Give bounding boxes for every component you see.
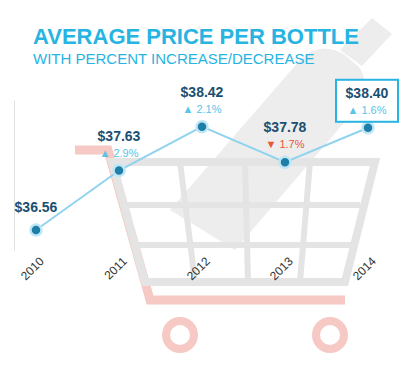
background-art [75, 18, 392, 349]
x-tick-label: 2014 [350, 254, 379, 283]
x-tick-label: 2012 [184, 254, 213, 283]
x-tick-label: 2011 [102, 254, 130, 282]
point [363, 122, 374, 133]
x-axis: 2010 2011 2012 2013 2014 [18, 250, 379, 283]
value-label: $36.56 [15, 199, 58, 215]
percent-change-label: ▼ 1.7% [265, 138, 304, 150]
cart-wire [135, 242, 352, 248]
x-tick: 2011 [102, 250, 130, 282]
value-label: $37.78 [264, 119, 307, 135]
data-labels: $36.56 $37.63 ▲ 2.9% $38.42 ▲ 2.1% $37.78 ▼ 1.… [15, 80, 398, 215]
percent-change-label: ▲ 2.9% [99, 147, 138, 159]
x-tick: 2014 [350, 250, 379, 283]
highlight-box [336, 80, 398, 122]
cart-basket [112, 162, 375, 282]
x-tick-label: 2010 [18, 254, 47, 283]
percent-change-label: ▲ 2.1% [182, 103, 221, 115]
chart: AVERAGE PRICE PER BOTTLEWITH PERCENT INC… [0, 0, 405, 369]
title: AVERAGE PRICE PER BOTTLE [33, 24, 359, 49]
value-label: $38.42 [181, 84, 224, 100]
price-line [36, 127, 368, 230]
value-label: $38.40 [346, 85, 389, 101]
point [114, 165, 125, 176]
x-tick: 2013 [267, 250, 296, 283]
subtitle: WITH PERCENT INCREASE/DECREASE [33, 50, 314, 67]
cart-wire [125, 202, 360, 208]
point [280, 157, 291, 168]
cart-wire [300, 162, 310, 282]
y-axis-line [14, 101, 15, 251]
cart-wheel [316, 321, 344, 349]
value-label: $37.63 [98, 128, 141, 144]
x-tick-label: 2013 [267, 254, 296, 283]
y-axis [14, 101, 15, 251]
x-tick: 2010 [18, 250, 47, 283]
point [197, 121, 208, 132]
x-tick: 2012 [184, 250, 213, 283]
cart-wire [245, 162, 248, 282]
point [31, 225, 42, 236]
cart-wheel [166, 321, 194, 349]
cart-handle [75, 150, 345, 300]
percent-change-label: ▲ 1.6% [347, 104, 386, 116]
plot-marks [31, 121, 374, 235]
